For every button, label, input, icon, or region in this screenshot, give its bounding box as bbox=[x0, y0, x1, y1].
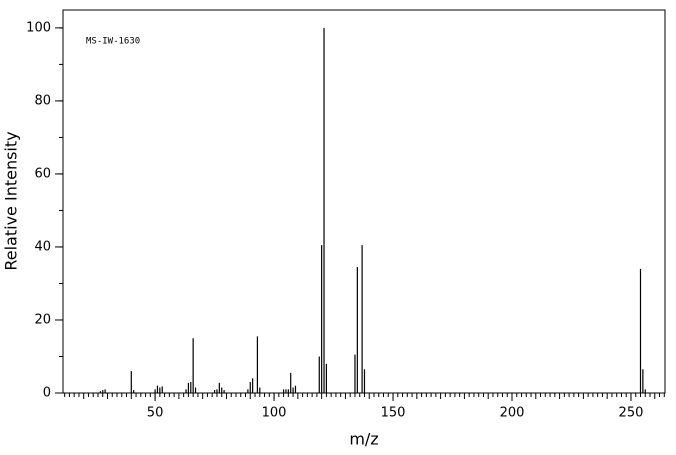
x-tick-label: 150 bbox=[381, 406, 406, 421]
x-tick-label: 200 bbox=[500, 406, 525, 421]
x-tick-label: 250 bbox=[619, 406, 644, 421]
y-tick-label: 100 bbox=[26, 20, 51, 35]
y-tick-label: 80 bbox=[34, 93, 51, 108]
x-axis-label: m/z bbox=[349, 430, 378, 449]
y-tick-label: 0 bbox=[43, 386, 51, 401]
x-tick-label: 100 bbox=[262, 406, 287, 421]
y-tick-label: 60 bbox=[34, 166, 51, 181]
x-tick-label: 50 bbox=[147, 406, 164, 421]
y-tick-label: 40 bbox=[34, 239, 51, 254]
y-tick-label: 20 bbox=[34, 312, 51, 327]
y-axis-label: Relative Intensity bbox=[2, 131, 21, 270]
plot-frame bbox=[62, 9, 666, 394]
annotation: MS-IW-1630 bbox=[86, 37, 140, 47]
